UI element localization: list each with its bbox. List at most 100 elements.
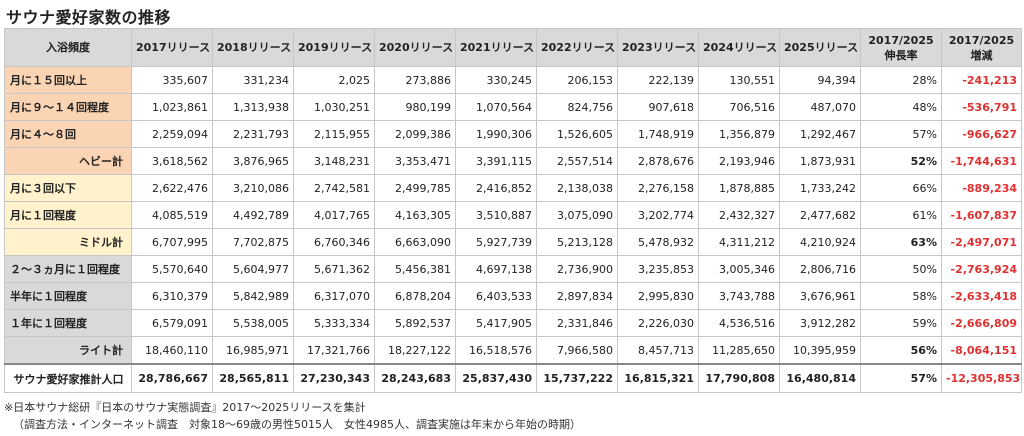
change-cell: -2,497,071 <box>941 228 1022 256</box>
header-growth-rate-line1: 2017/2025 <box>868 33 934 47</box>
row-label: 半年に１回程度 <box>4 282 132 310</box>
value-cell: 6,579,091 <box>131 309 213 337</box>
value-cell: 16,985,971 <box>212 336 294 365</box>
growth-rate-cell: 48% <box>860 93 942 121</box>
row-label: 月に１回程度 <box>4 201 132 229</box>
value-cell: 6,878,204 <box>374 282 456 310</box>
value-cell: 907,618 <box>617 93 699 121</box>
header-change: 2017/2025 増減 <box>941 28 1022 67</box>
value-cell: 206,153 <box>536 66 618 94</box>
change-cell: -12,305,853 <box>941 363 1022 393</box>
value-cell: 1,878,885 <box>698 174 780 202</box>
value-cell: 331,234 <box>212 66 294 94</box>
table-body: 月に１５回以上 335,607 331,234 2,025 273,886 330,245… <box>4 66 1022 393</box>
value-cell: 2,193,946 <box>698 147 780 175</box>
value-cell: 6,760,346 <box>293 228 375 256</box>
footnote-method: （調査方法・インターネット調査 対象18～69歳の男性5015人 女性4985人… <box>13 418 581 431</box>
value-cell: 4,017,765 <box>293 201 375 229</box>
table-row: 月に４～８回 2,259,094 2,231,793 2,115,955 2,099,3… <box>4 120 1022 148</box>
row-label: ２～３ヵ月に１回程度 <box>4 255 132 283</box>
value-cell: 1,030,251 <box>293 93 375 121</box>
value-cell: 17,321,766 <box>293 336 375 365</box>
header-category: 入浴頻度 <box>4 28 132 67</box>
value-cell: 2,897,834 <box>536 282 618 310</box>
value-cell: 706,516 <box>698 93 780 121</box>
row-label: １年に１回程度 <box>4 309 132 337</box>
value-cell: 2,099,386 <box>374 120 456 148</box>
value-cell: 2,138,038 <box>536 174 618 202</box>
value-cell: 3,353,471 <box>374 147 456 175</box>
value-cell: 3,618,562 <box>131 147 213 175</box>
value-cell: 11,285,650 <box>698 336 780 365</box>
value-cell: 10,395,959 <box>779 336 861 365</box>
value-cell: 94,394 <box>779 66 861 94</box>
header-year: 2025リリース <box>779 28 861 67</box>
growth-rate-cell: 63% <box>860 228 942 256</box>
row-label: ヘビー計 <box>4 147 132 175</box>
value-cell: 4,536,516 <box>698 309 780 337</box>
value-cell: 330,245 <box>455 66 537 94</box>
value-cell: 5,570,640 <box>131 255 213 283</box>
value-cell: 1,356,879 <box>698 120 780 148</box>
value-cell: 3,876,965 <box>212 147 294 175</box>
header-growth-rate-line2: 伸長率 <box>884 48 918 62</box>
value-cell: 25,837,430 <box>455 363 537 393</box>
value-cell: 2,995,830 <box>617 282 699 310</box>
value-cell: 28,565,811 <box>212 363 294 393</box>
growth-rate-cell: 57% <box>860 363 942 393</box>
value-cell: 3,235,853 <box>617 255 699 283</box>
value-cell: 6,707,995 <box>131 228 213 256</box>
subtotal-row: ライト計 18,460,110 16,985,971 17,321,766 18,227… <box>4 336 1022 365</box>
value-cell: 3,912,282 <box>779 309 861 337</box>
value-cell: 3,148,231 <box>293 147 375 175</box>
value-cell: 3,743,788 <box>698 282 780 310</box>
value-cell: 3,202,774 <box>617 201 699 229</box>
header-year: 2019リリース <box>293 28 375 67</box>
grand-total-row: サウナ愛好家推計人口 28,786,667 28,565,811 27,230,343… <box>4 363 1022 393</box>
value-cell: 2,432,327 <box>698 201 780 229</box>
value-cell: 1,748,919 <box>617 120 699 148</box>
value-cell: 28,786,667 <box>131 363 213 393</box>
value-cell: 5,842,989 <box>212 282 294 310</box>
value-cell: 2,557,514 <box>536 147 618 175</box>
value-cell: 5,927,739 <box>455 228 537 256</box>
change-cell: -8,064,151 <box>941 336 1022 365</box>
header-year: 2024リリース <box>698 28 780 67</box>
value-cell: 2,231,793 <box>212 120 294 148</box>
growth-rate-cell: 58% <box>860 282 942 310</box>
value-cell: 27,230,343 <box>293 363 375 393</box>
value-cell: 6,317,070 <box>293 282 375 310</box>
row-label: 月に３回以下 <box>4 174 132 202</box>
value-cell: 18,227,122 <box>374 336 456 365</box>
row-label: 月に９～１４回程度 <box>4 93 132 121</box>
table-row: 月に９～１４回程度 1,023,861 1,313,938 1,030,251 980,… <box>4 93 1022 121</box>
value-cell: 335,607 <box>131 66 213 94</box>
row-label: ライト計 <box>4 336 132 365</box>
value-cell: 2,736,900 <box>536 255 618 283</box>
value-cell: 3,391,115 <box>455 147 537 175</box>
value-cell: 4,697,138 <box>455 255 537 283</box>
value-cell: 1,292,467 <box>779 120 861 148</box>
value-cell: 6,310,379 <box>131 282 213 310</box>
value-cell: 5,604,977 <box>212 255 294 283</box>
footnotes: ※日本サウナ総研『日本のサウナ実態調査』2017～2025リリースを集計 （調査… <box>4 399 581 433</box>
value-cell: 2,499,785 <box>374 174 456 202</box>
header-change-line1: 2017/2025 <box>948 33 1015 47</box>
value-cell: 3,676,961 <box>779 282 861 310</box>
change-cell: -1,744,631 <box>941 147 1022 175</box>
change-cell: -2,763,924 <box>941 255 1022 283</box>
value-cell: 2,416,852 <box>455 174 537 202</box>
value-cell: 18,460,110 <box>131 336 213 365</box>
value-cell: 4,311,212 <box>698 228 780 256</box>
value-cell: 2,878,676 <box>617 147 699 175</box>
change-cell: -2,633,418 <box>941 282 1022 310</box>
value-cell: 28,243,683 <box>374 363 456 393</box>
change-cell: -889,234 <box>941 174 1022 202</box>
header-change-line2: 増減 <box>970 48 993 62</box>
value-cell: 487,070 <box>779 93 861 121</box>
table-row: 月に３回以下 2,622,476 3,210,086 2,742,581 2,499,7… <box>4 174 1022 202</box>
value-cell: 2,115,955 <box>293 120 375 148</box>
header-year: 2021リリース <box>455 28 537 67</box>
change-cell: -2,666,809 <box>941 309 1022 337</box>
table-row: 半年に１回程度 6,310,379 5,842,989 6,317,070 6,878,… <box>4 282 1022 310</box>
